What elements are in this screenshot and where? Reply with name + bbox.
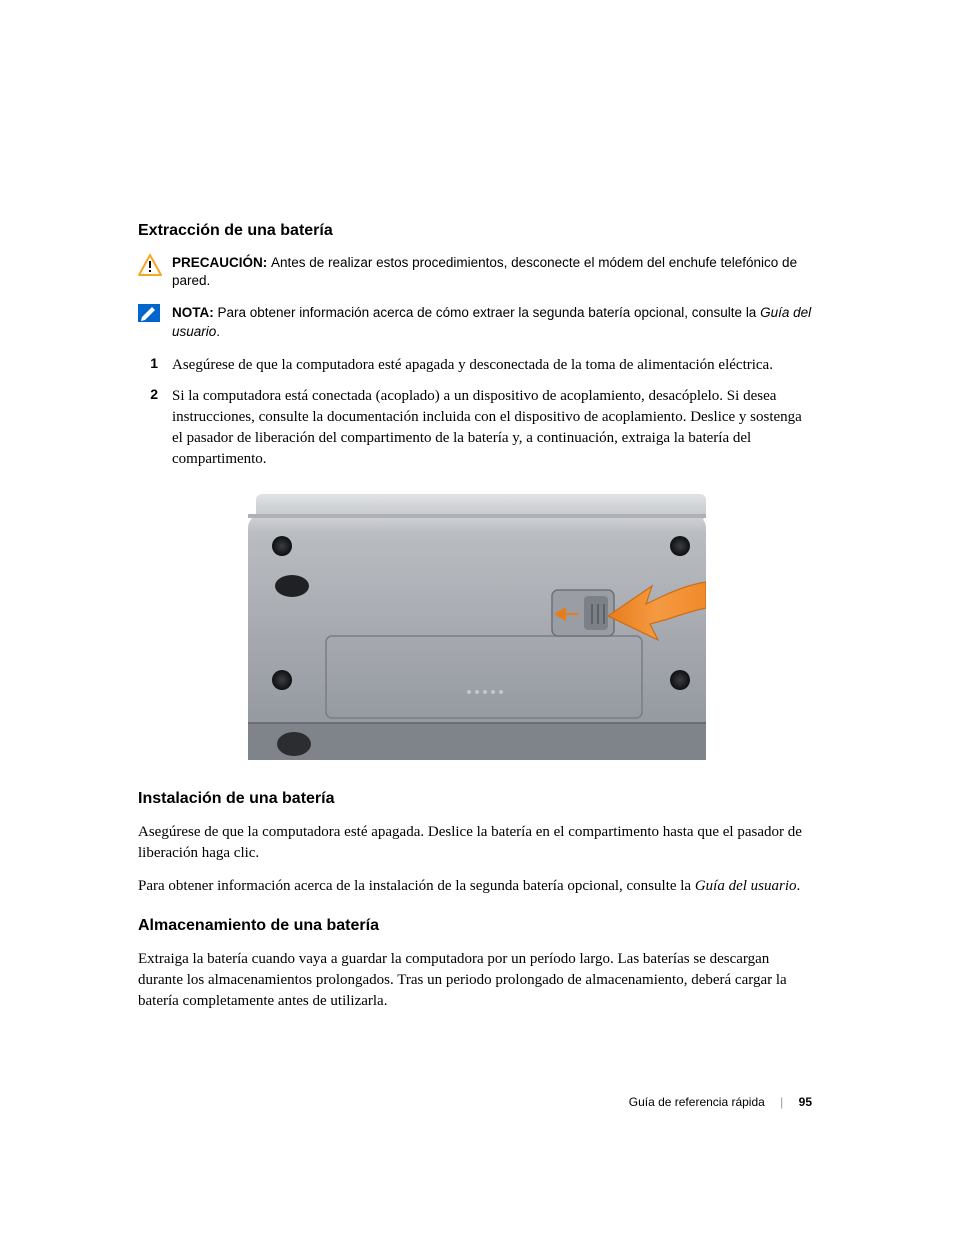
note-icon	[138, 304, 172, 326]
install-p2-before: Para obtener información acerca de la in…	[138, 878, 695, 894]
storage-p: Extraiga la batería cuando vaya a guarda…	[138, 949, 816, 1012]
step-text: Si la computadora está conectada (acopla…	[172, 386, 816, 470]
step-num: 2	[138, 386, 172, 402]
install-p2: Para obtener información acerca de la in…	[138, 876, 816, 897]
note-text-before: Para obtener información acerca de cómo …	[218, 305, 761, 320]
caution-label: PRECAUCIÓN:	[172, 255, 271, 270]
step-text: Asegúrese de que la computadora esté apa…	[172, 355, 816, 376]
note-label: NOTA:	[172, 305, 218, 320]
heading-storage: Almacenamiento de una batería	[138, 917, 816, 935]
battery-figure	[248, 494, 706, 760]
step-2: 2 Si la computadora está conectada (acop…	[138, 386, 816, 470]
install-p2-italic: Guía del usuario	[695, 878, 797, 894]
caution-icon	[138, 254, 172, 276]
install-p2-after: .	[797, 878, 801, 894]
footer-separator: |	[780, 1095, 795, 1109]
footer-page-number: 95	[799, 1095, 812, 1109]
page-footer: Guía de referencia rápida | 95	[629, 1095, 812, 1109]
heading-install: Instalación de una batería	[138, 790, 816, 808]
caution-callout: PRECAUCIÓN: Antes de realizar estos proc…	[138, 254, 816, 290]
heading-extraction: Extracción de una batería	[138, 222, 816, 240]
note-text-after: .	[216, 324, 220, 339]
step-1: 1 Asegúrese de que la computadora esté a…	[138, 355, 816, 376]
install-p1: Asegúrese de que la computadora esté apa…	[138, 822, 816, 864]
step-num: 1	[138, 355, 172, 371]
steps-list: 1 Asegúrese de que la computadora esté a…	[138, 355, 816, 470]
footer-title: Guía de referencia rápida	[629, 1095, 777, 1109]
note-callout: NOTA: Para obtener información acerca de…	[138, 304, 816, 340]
